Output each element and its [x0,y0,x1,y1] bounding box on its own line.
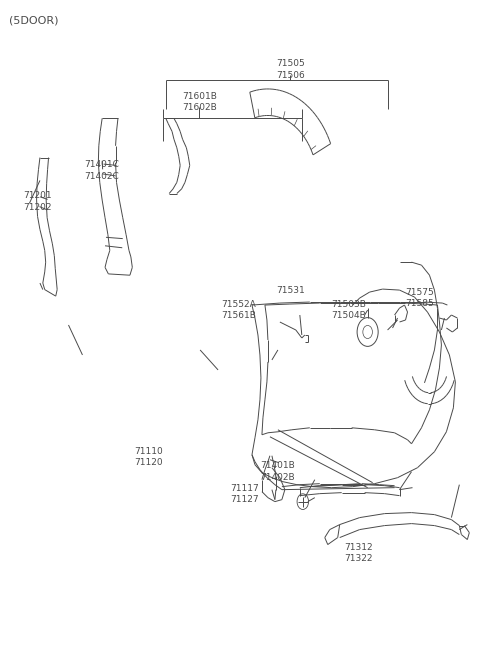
Text: 71201
71202: 71201 71202 [24,191,52,212]
Text: 71401C
71402C: 71401C 71402C [84,160,120,181]
Text: 71552A
71561B: 71552A 71561B [221,299,256,320]
Text: 71531: 71531 [276,286,305,295]
Text: 71601B
71602B: 71601B 71602B [182,92,217,112]
Text: 71505
71506: 71505 71506 [276,59,305,79]
Text: (5DOOR): (5DOOR) [9,15,59,25]
Text: 71401B
71402B: 71401B 71402B [261,461,295,481]
Text: 71503B
71504B: 71503B 71504B [331,299,366,320]
Text: 71117
71127: 71117 71127 [230,484,259,504]
Text: 71575
71585: 71575 71585 [405,288,434,309]
Text: 71110
71120: 71110 71120 [134,447,163,467]
Text: 71312
71322: 71312 71322 [344,543,373,563]
